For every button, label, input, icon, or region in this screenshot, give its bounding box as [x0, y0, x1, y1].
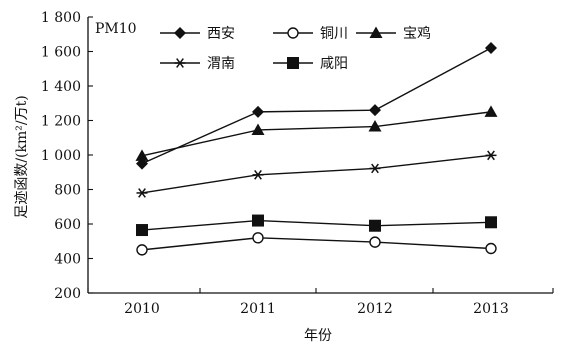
marker-stroke: [176, 58, 184, 68]
marker-stroke: [371, 163, 379, 174]
data-point: [252, 214, 264, 227]
data-point: [369, 163, 381, 174]
y-tick-label: 1 400: [41, 79, 81, 95]
series-4: [136, 150, 497, 198]
legend-label: 西安: [207, 26, 235, 42]
marker-stroke: [487, 150, 495, 161]
data-point: [135, 149, 149, 161]
data-point: [251, 123, 265, 135]
data-point: [252, 169, 264, 180]
y-axis-title: 足迹函数/(km²/万t): [14, 95, 30, 218]
y-tick-label: 800: [54, 183, 81, 199]
data-point: [136, 244, 148, 256]
legend-marker: [369, 26, 383, 38]
legend-marker: [174, 27, 186, 39]
y-tick-label: 600: [54, 217, 81, 233]
series-line: [141, 237, 492, 251]
data-point: [368, 120, 382, 132]
y-tick-label: 400: [54, 252, 81, 268]
x-axis-title: 年份: [304, 328, 332, 344]
y-tick-label: 200: [54, 286, 81, 302]
series-layer: [135, 42, 498, 256]
marker-stroke: [254, 169, 262, 180]
data-point: [252, 105, 264, 118]
legend-item: 宝鸡: [356, 25, 431, 42]
x-tick-label: 2012: [357, 301, 393, 317]
legend-item: 西安: [160, 26, 235, 42]
legend-marker: [174, 58, 186, 68]
x-tick-label: 2011: [240, 301, 276, 317]
data-point: [252, 232, 264, 244]
data-point: [485, 242, 497, 255]
data-point: [485, 216, 497, 229]
series-line: [141, 47, 492, 165]
chart-title: PM10: [95, 21, 137, 37]
series-2: [136, 232, 497, 256]
y-tick-label: 1 000: [41, 148, 81, 164]
series-1: [136, 42, 497, 170]
data-point: [484, 105, 498, 117]
series-line: [141, 111, 492, 157]
y-tick-label: 1 600: [41, 45, 81, 61]
x-tick-label: 2013: [473, 301, 509, 317]
legend-item: 渭南: [160, 56, 235, 72]
axes: 200 400 600 800 1 000 1 200 1 400 1 600 1 800 201…: [41, 10, 554, 317]
legend-item: 铜川: [273, 26, 348, 42]
legend-marker: [287, 27, 299, 39]
data-point: [136, 188, 148, 198]
data-point: [485, 150, 497, 161]
y-tick-label: 1 200: [41, 114, 81, 130]
legend-label: 铜川: [320, 26, 348, 42]
series-line: [141, 154, 492, 194]
data-point: [369, 236, 381, 248]
legend-item: 咸阳: [273, 56, 348, 72]
y-tick-label: 1 800: [41, 10, 81, 26]
series-5: [136, 214, 497, 237]
legend-label: 咸阳: [320, 56, 348, 72]
legend-marker: [287, 57, 299, 69]
legend-label: 宝鸡: [403, 25, 431, 42]
marker-stroke: [138, 188, 146, 198]
series-line: [141, 219, 492, 231]
data-point: [369, 104, 381, 117]
data-point: [136, 224, 148, 237]
legend-label: 渭南: [207, 56, 235, 72]
x-tick-label: 2010: [124, 301, 160, 317]
data-point: [369, 219, 381, 232]
data-point: [485, 42, 497, 55]
series-3: [135, 105, 498, 161]
